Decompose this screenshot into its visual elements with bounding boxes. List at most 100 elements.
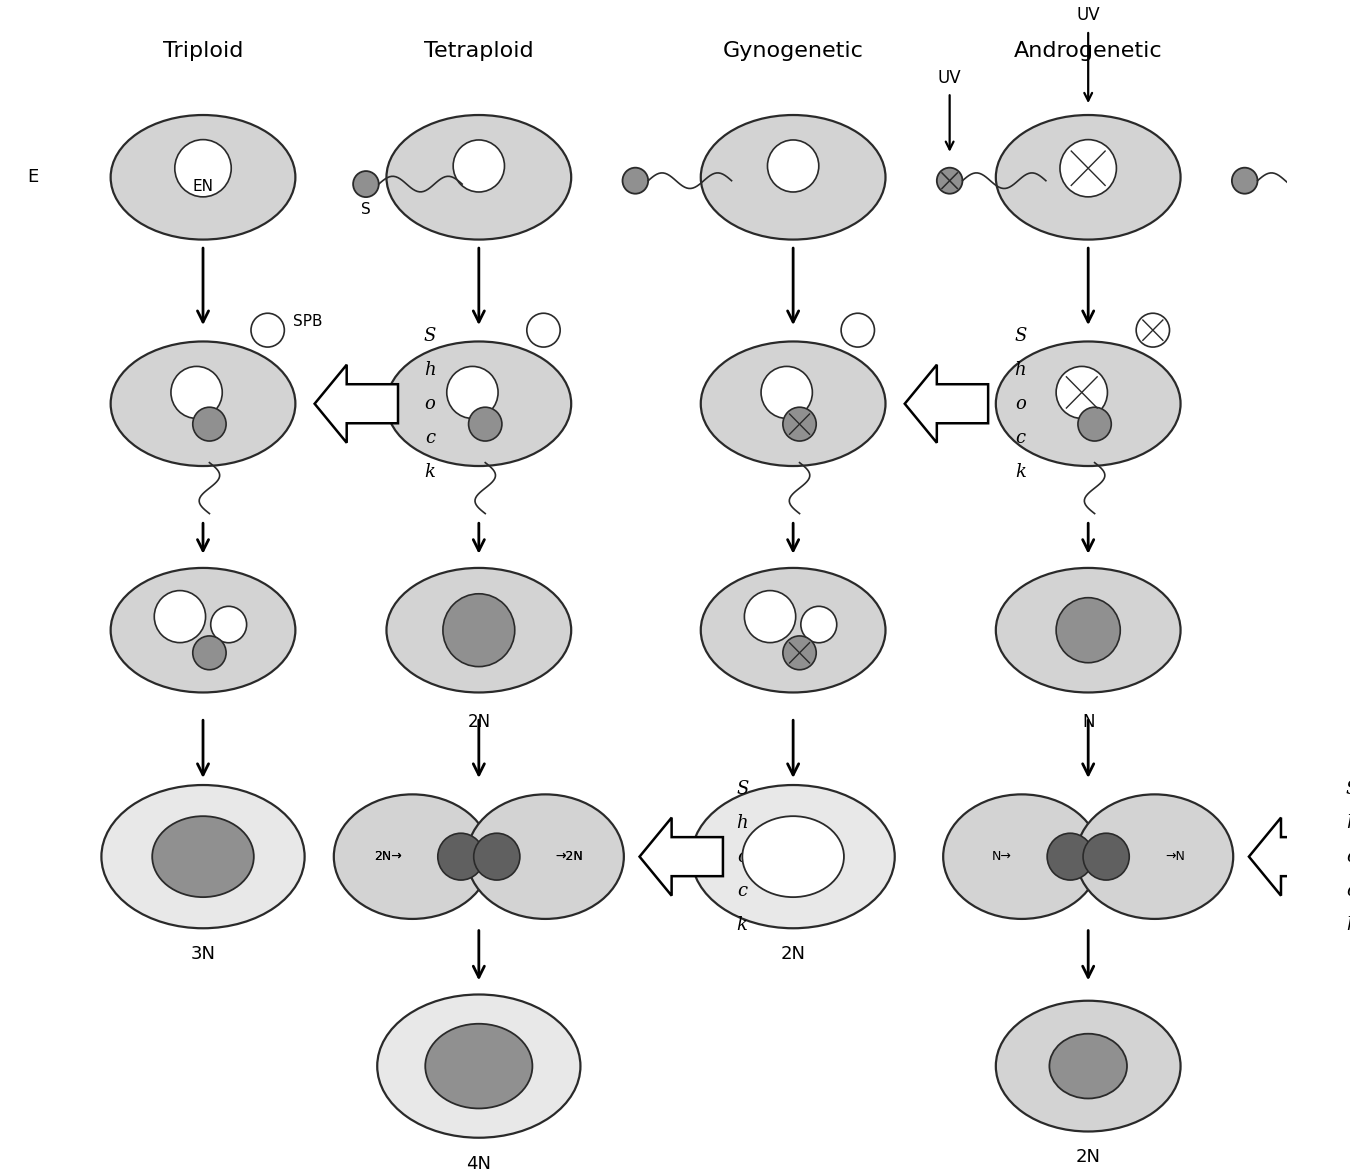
- Ellipse shape: [1056, 367, 1107, 418]
- Ellipse shape: [474, 833, 520, 880]
- Ellipse shape: [744, 591, 795, 643]
- Ellipse shape: [701, 342, 886, 466]
- Text: o: o: [425, 395, 436, 412]
- Text: o: o: [737, 847, 748, 866]
- Text: UV: UV: [938, 68, 961, 87]
- Ellipse shape: [526, 314, 560, 347]
- Ellipse shape: [622, 168, 648, 194]
- Text: N→: N→: [991, 851, 1011, 864]
- Text: o: o: [1346, 847, 1350, 866]
- Ellipse shape: [801, 606, 837, 643]
- Text: c: c: [737, 881, 748, 900]
- Text: →N: →N: [1165, 851, 1185, 864]
- Ellipse shape: [1060, 140, 1116, 197]
- Text: Gynogenetic: Gynogenetic: [722, 41, 864, 61]
- Text: →2N: →2N: [556, 851, 583, 864]
- Ellipse shape: [691, 785, 895, 928]
- Polygon shape: [640, 818, 724, 895]
- Ellipse shape: [1077, 408, 1111, 441]
- Text: h: h: [424, 361, 436, 378]
- Ellipse shape: [1083, 833, 1129, 880]
- Polygon shape: [904, 364, 988, 443]
- Text: 4N: 4N: [466, 1155, 491, 1173]
- Ellipse shape: [211, 606, 247, 643]
- Text: 3N: 3N: [190, 945, 216, 963]
- Text: h: h: [1014, 361, 1026, 378]
- Text: N: N: [1081, 713, 1095, 731]
- Text: k: k: [1346, 915, 1350, 933]
- Ellipse shape: [153, 817, 254, 898]
- Text: UV: UV: [1076, 6, 1100, 25]
- Text: k: k: [737, 915, 748, 933]
- Ellipse shape: [841, 314, 875, 347]
- Text: 2N→: 2N→: [374, 851, 402, 864]
- Text: Androgenetic: Androgenetic: [1014, 41, 1162, 61]
- Ellipse shape: [701, 115, 886, 240]
- Ellipse shape: [996, 1001, 1180, 1132]
- Polygon shape: [315, 364, 398, 443]
- Text: c: c: [1015, 429, 1025, 446]
- Ellipse shape: [768, 140, 819, 192]
- Ellipse shape: [386, 568, 571, 692]
- Ellipse shape: [701, 568, 886, 692]
- Ellipse shape: [386, 342, 571, 466]
- Ellipse shape: [743, 817, 844, 898]
- Ellipse shape: [154, 591, 205, 643]
- Text: Triploid: Triploid: [163, 41, 243, 61]
- Ellipse shape: [783, 636, 817, 670]
- Ellipse shape: [454, 140, 505, 192]
- Ellipse shape: [996, 342, 1180, 466]
- Ellipse shape: [333, 794, 491, 919]
- Ellipse shape: [761, 367, 813, 418]
- Text: 2N: 2N: [467, 713, 490, 731]
- Ellipse shape: [1076, 794, 1233, 919]
- Ellipse shape: [468, 408, 502, 441]
- Ellipse shape: [174, 140, 231, 197]
- Ellipse shape: [937, 168, 963, 194]
- Ellipse shape: [437, 833, 483, 880]
- Text: Tetraploid: Tetraploid: [424, 41, 533, 61]
- Text: k: k: [425, 463, 436, 481]
- Ellipse shape: [101, 785, 305, 928]
- Text: h: h: [1346, 813, 1350, 832]
- Ellipse shape: [783, 408, 817, 441]
- Polygon shape: [1249, 818, 1332, 895]
- Text: c: c: [1346, 881, 1350, 900]
- Text: 2N→: 2N→: [374, 851, 402, 864]
- Ellipse shape: [467, 794, 624, 919]
- Ellipse shape: [996, 568, 1180, 692]
- Ellipse shape: [1233, 168, 1258, 194]
- Ellipse shape: [1049, 1034, 1127, 1099]
- Text: S: S: [360, 202, 371, 217]
- Text: SPB: SPB: [293, 314, 323, 329]
- Text: S: S: [1014, 327, 1026, 344]
- Ellipse shape: [193, 408, 225, 441]
- Ellipse shape: [996, 115, 1180, 240]
- Text: →2N: →2N: [556, 851, 583, 864]
- Text: c: c: [425, 429, 435, 446]
- Ellipse shape: [251, 314, 285, 347]
- Ellipse shape: [111, 115, 296, 240]
- Text: EN: EN: [193, 179, 213, 194]
- Ellipse shape: [447, 367, 498, 418]
- Text: S: S: [424, 327, 436, 344]
- Text: S: S: [736, 780, 748, 798]
- Text: S: S: [1346, 780, 1350, 798]
- Ellipse shape: [386, 115, 571, 240]
- Ellipse shape: [1056, 598, 1120, 663]
- Ellipse shape: [1137, 314, 1169, 347]
- Ellipse shape: [193, 636, 225, 670]
- Ellipse shape: [377, 994, 580, 1137]
- Ellipse shape: [944, 794, 1100, 919]
- Text: 2N: 2N: [1076, 1148, 1100, 1167]
- Ellipse shape: [111, 342, 296, 466]
- Text: 2N: 2N: [780, 945, 806, 963]
- Ellipse shape: [1048, 833, 1094, 880]
- Ellipse shape: [354, 172, 379, 197]
- Ellipse shape: [111, 568, 296, 692]
- Text: E: E: [27, 168, 38, 187]
- Ellipse shape: [443, 593, 514, 666]
- Ellipse shape: [425, 1023, 532, 1108]
- Ellipse shape: [171, 367, 223, 418]
- Text: k: k: [1015, 463, 1026, 481]
